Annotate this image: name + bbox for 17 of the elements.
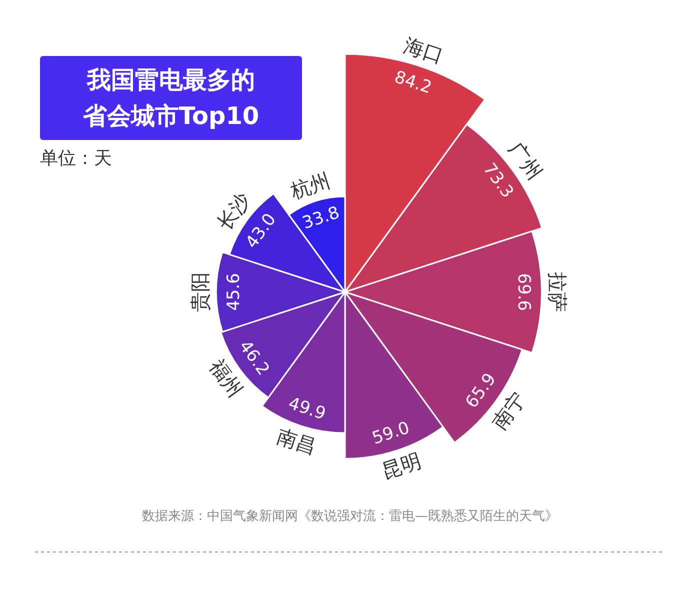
text: 单位：天 — [40, 148, 112, 169]
data-label: 84.2 — [392, 67, 434, 98]
category-label: 拉萨 — [546, 272, 570, 312]
category-label: 昆明 — [378, 448, 424, 484]
category-label: 广州 — [504, 138, 548, 184]
data-label: 59.0 — [370, 418, 412, 449]
data-label: 69.6 — [514, 273, 534, 311]
data-label: 45.6 — [224, 273, 244, 311]
data-label: 33.8 — [300, 202, 342, 234]
category-label: 杭州 — [286, 168, 334, 204]
category-label: 福州 — [204, 354, 248, 402]
category-label: 南昌 — [274, 424, 320, 459]
category-label: 海口 — [400, 32, 446, 68]
source-note: 数据来源：中国气象新闻网《数说强对流：雷电—既熟悉又陌生的天气》 — [142, 508, 558, 524]
data-label: 49.9 — [286, 394, 328, 424]
text: 我国雷电最多的省会城市Top10 — [82, 66, 260, 130]
category-label: 贵阳 — [188, 272, 212, 312]
